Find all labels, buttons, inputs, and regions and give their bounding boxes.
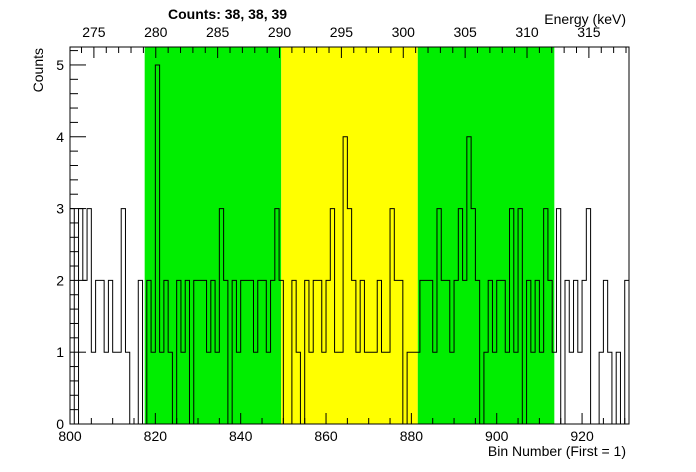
highlight-regions [144, 47, 555, 424]
top-tick-label: 300 [392, 24, 416, 40]
y-axis-label: Counts [30, 48, 46, 92]
top-axis-label: Energy (keV) [544, 11, 626, 27]
x-tick-label: 820 [144, 428, 168, 444]
top-tick-label: 280 [144, 24, 168, 40]
right-side-band [417, 47, 555, 424]
y-tick-label: 1 [56, 344, 64, 360]
y-tick-label: 2 [56, 272, 64, 288]
top-tick-label: 290 [268, 24, 292, 40]
top-tick-label: 275 [82, 24, 106, 40]
x-tick-label: 860 [314, 428, 338, 444]
y-tick-label: 4 [56, 129, 64, 145]
peak-region [281, 47, 418, 424]
x-tick-label: 880 [400, 428, 424, 444]
top-tick-label: 295 [330, 24, 354, 40]
chart-title: Counts: 38, 38, 39 [168, 6, 287, 22]
x-tick-label: 800 [58, 428, 82, 444]
plot-frame [69, 46, 630, 425]
top-tick-label: 285 [206, 24, 230, 40]
top-tick-label: 315 [577, 24, 601, 40]
left-side-band [144, 47, 282, 424]
top-tick-label: 305 [453, 24, 477, 40]
histogram-bins [69, 64, 630, 425]
x-tick-label: 840 [229, 428, 253, 444]
axis-ticks: 800 820 840 860 880 900 920 0 1 2 3 4 5 275 280 285 290 2… [56, 24, 627, 444]
x-axis-label: Bin Number (First = 1) [488, 443, 626, 459]
histogram-outline [69, 64, 630, 425]
top-tick-label: 310 [515, 24, 539, 40]
y-tick-label: 5 [56, 57, 64, 73]
x-tick-label: 920 [570, 428, 594, 444]
y-tick-label: 3 [56, 201, 64, 217]
y-tick-label: 0 [56, 416, 64, 432]
x-tick-label: 900 [485, 428, 509, 444]
